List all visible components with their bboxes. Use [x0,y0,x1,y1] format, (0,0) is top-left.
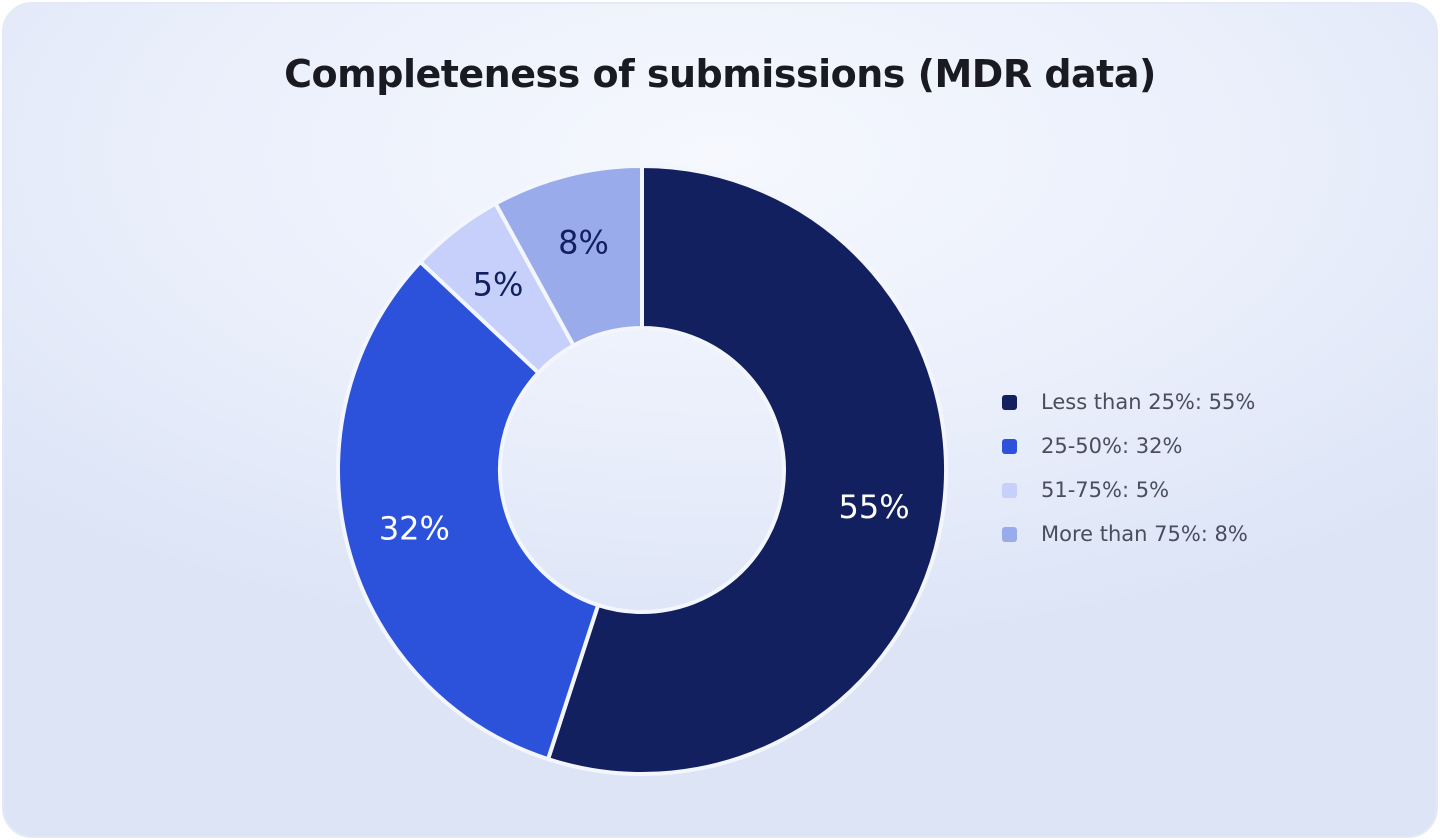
legend-item-25-50[interactable]: 25-50%: 32% [1002,424,1255,468]
legend-label: Less than 25%: 55% [1041,390,1256,414]
legend-label: 51-75%: 5% [1041,478,1170,502]
legend-item-more-than-75[interactable]: More than 75%: 8% [1002,512,1255,556]
legend-swatch [1002,394,1017,410]
data-label-51-75: 5% [473,265,524,303]
slice-more-than-75[interactable] [493,164,644,348]
data-label-25-50: 32% [379,509,450,547]
legend-swatch [1002,438,1017,454]
legend-label: More than 75%: 8% [1041,522,1248,546]
legend-label: 25-50%: 32% [1041,434,1183,458]
data-label-less-than-25: 55% [839,488,910,526]
slice-less-than-25[interactable] [546,164,948,776]
donut-chart: 55% 32% 5% 8% [336,164,948,776]
chart-legend: Less than 25%: 55% 25-50%: 32% 51-75%: 5… [1002,380,1255,556]
data-label-more-than-75: 8% [558,223,609,261]
legend-swatch [1002,482,1017,498]
slice-25-50[interactable] [336,259,601,762]
legend-swatch [1002,526,1017,542]
legend-item-51-75[interactable]: 51-75%: 5% [1002,468,1255,512]
chart-title: Completeness of submissions (MDR data) [284,52,1156,96]
legend-item-less-than-25[interactable]: Less than 25%: 55% [1002,380,1255,424]
